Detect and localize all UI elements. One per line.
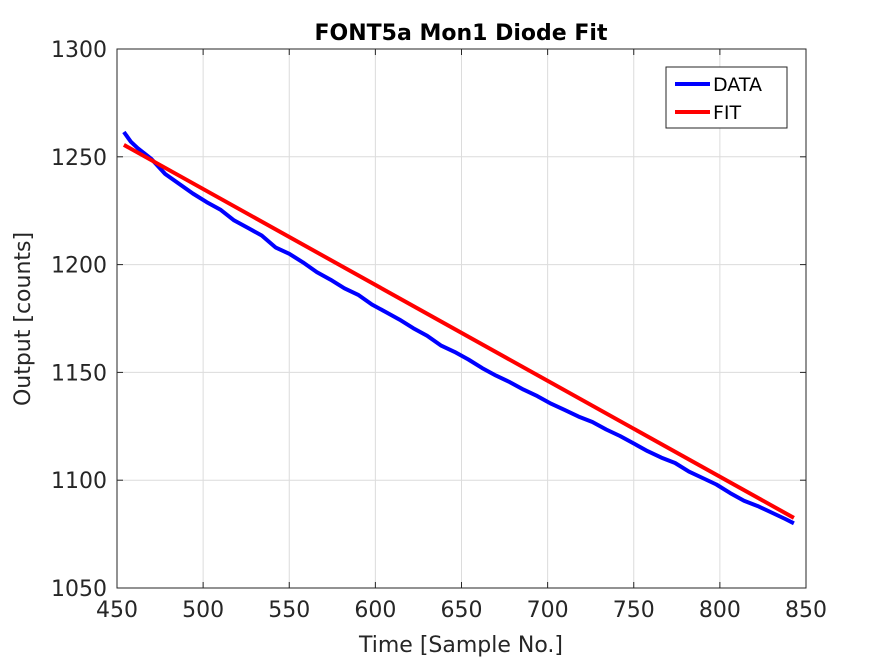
y-tick-label: 1100 (51, 469, 107, 494)
legend: DATA FIT (665, 66, 788, 129)
x-tick-label: 600 (354, 598, 396, 623)
x-tick-label: 450 (96, 598, 138, 623)
y-tick-label: 1050 (51, 577, 107, 602)
chart-title: FONT5a Mon1 Diode Fit (315, 21, 608, 46)
grid-lines (116, 48, 807, 589)
legend-label: DATA (713, 74, 762, 96)
legend-box (665, 66, 788, 129)
series-line-data (122, 130, 795, 526)
x-tick-labels: 450 500 550 600 650 700 750 800 850 (96, 598, 827, 623)
y-tick-label: 1250 (51, 146, 107, 171)
y-axis-label: Output [counts] (11, 232, 36, 406)
series-line-fit (122, 143, 795, 520)
x-tick-label: 500 (182, 598, 224, 623)
x-tick-label: 700 (527, 598, 569, 623)
x-tick-label: 800 (699, 598, 741, 623)
x-tick-label: 750 (613, 598, 655, 623)
x-tick-label: 650 (441, 598, 483, 623)
y-tick-label: 1300 (51, 38, 107, 63)
y-tick-label: 1150 (51, 361, 107, 386)
y-tick-label: 1200 (51, 254, 107, 279)
x-tick-label: 550 (268, 598, 310, 623)
legend-label: FIT (713, 102, 742, 124)
x-tick-label: 850 (785, 598, 827, 623)
tick-marks (116, 48, 807, 589)
x-axis-label: Time [Sample No.] (358, 633, 563, 658)
y-tick-labels: 1050 1100 1150 1200 1250 1300 (51, 38, 107, 602)
series-layer (122, 130, 795, 526)
